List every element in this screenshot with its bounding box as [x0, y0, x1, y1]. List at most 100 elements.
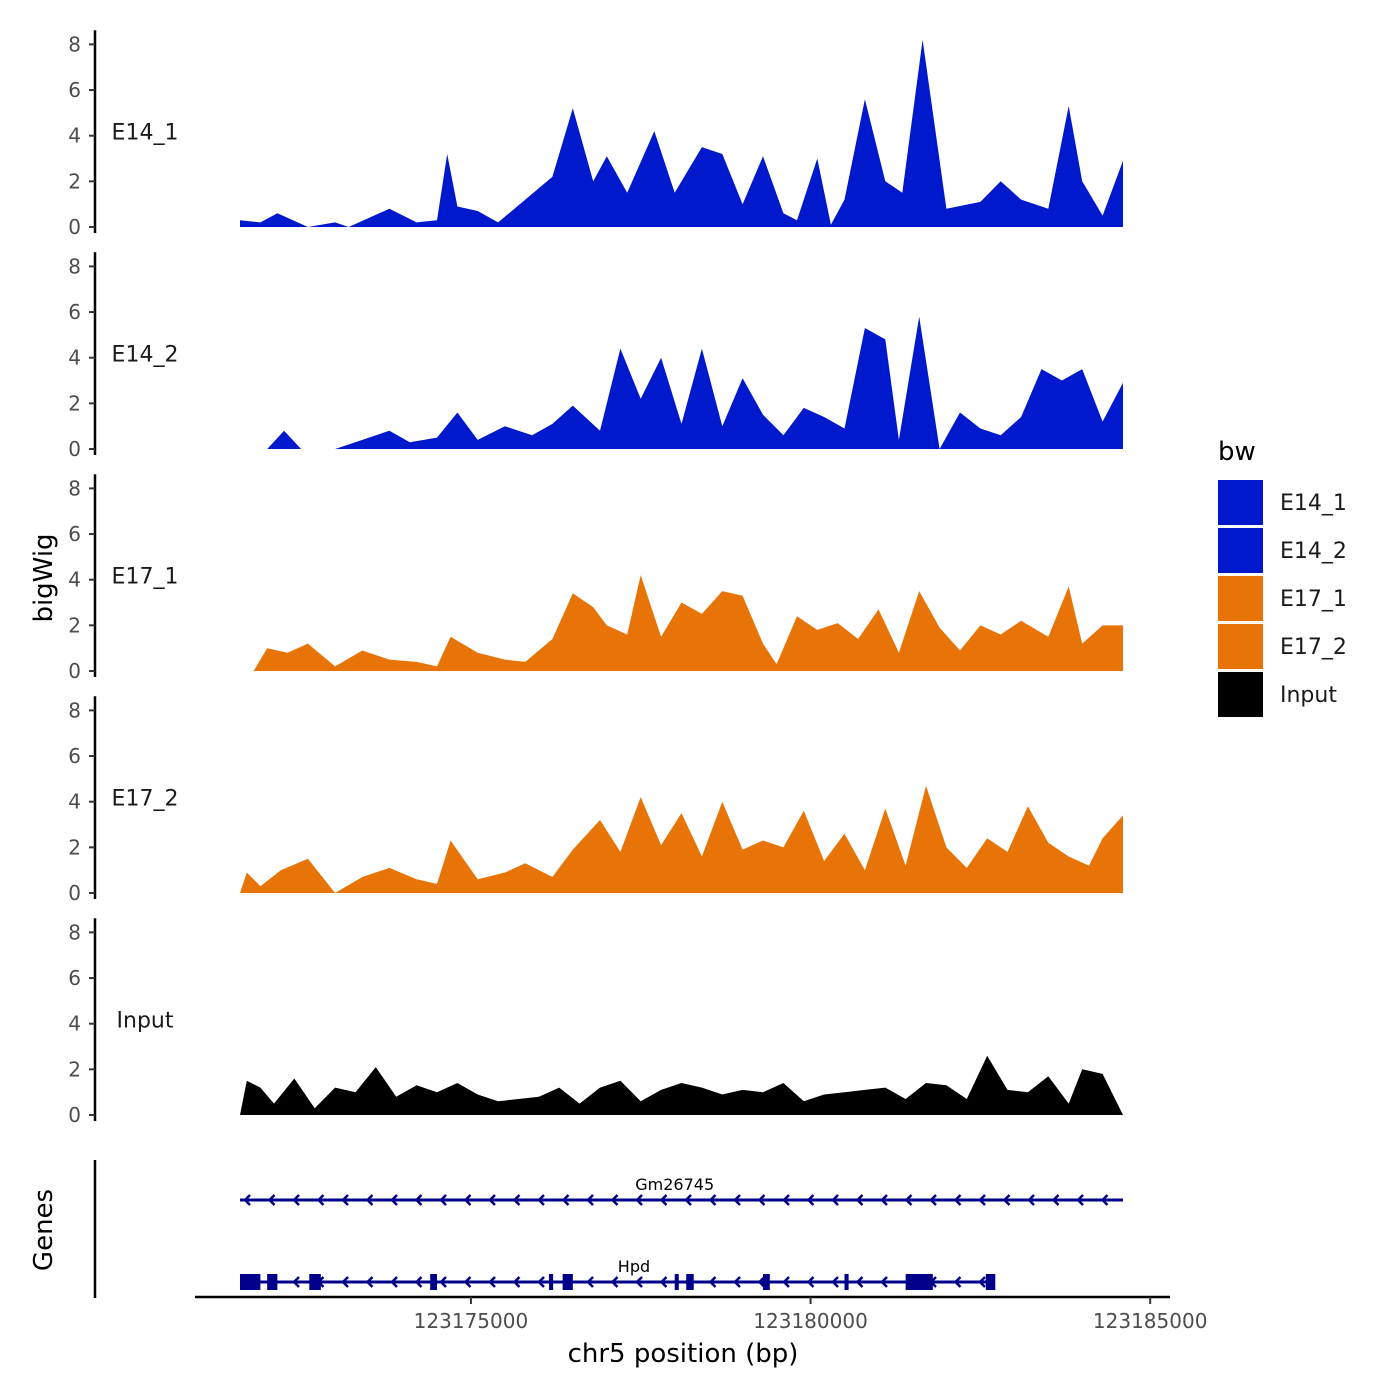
genes-axis-title: Genes: [29, 1189, 59, 1271]
exon: [430, 1274, 437, 1290]
track-E17_1: 0 2 4 6 8 E17_1: [68, 474, 1123, 683]
track-label-Input: Input: [117, 1009, 174, 1034]
exon: [905, 1274, 933, 1290]
strand-arrow: [439, 1276, 447, 1288]
track-label-E14_1: E14_1: [112, 121, 179, 146]
strand-arrow: [512, 1276, 521, 1288]
exon: [549, 1274, 554, 1290]
strand-arrow: [586, 1276, 594, 1288]
area-E17_1: [240, 575, 1123, 671]
y-tick-label: 8: [68, 254, 81, 278]
legend: E14_1 E14_2 E17_1 E17_2 Input: [1218, 480, 1347, 717]
exon: [985, 1274, 996, 1290]
y-tick-label: 2: [68, 835, 81, 859]
strand-arrow: [341, 1194, 349, 1206]
y-tick-label: 6: [68, 78, 81, 102]
y-tick-label: 4: [68, 1012, 81, 1036]
strand-arrow: [880, 1194, 888, 1206]
exon: [562, 1274, 573, 1290]
area-E17_2: [240, 785, 1123, 893]
area-E14_1: [240, 39, 1123, 227]
strand-arrow: [708, 1194, 717, 1206]
strand-arrow: [512, 1194, 521, 1206]
y-tick-label: 0: [68, 881, 81, 905]
x-axis: 123175000 123180000 123185000: [195, 1295, 1208, 1333]
strand-arrow: [733, 1276, 741, 1288]
strand-arrow: [1051, 1194, 1060, 1206]
y-axis-title: bigWig: [29, 533, 59, 622]
x-tick-label: 123180000: [753, 1309, 868, 1333]
y-tick-label: 6: [68, 300, 81, 324]
y-tick-label: 0: [68, 437, 81, 461]
y-tick-label: 8: [68, 698, 81, 722]
area-Input: [240, 1055, 1123, 1115]
strand-arrow: [953, 1194, 962, 1206]
legend-title: bw: [1218, 437, 1256, 467]
exon: [844, 1274, 849, 1290]
strand-arrow: [831, 1276, 839, 1288]
y-tick-label: 6: [68, 522, 81, 546]
strand-arrow: [855, 1194, 864, 1206]
legend-swatch: [1218, 528, 1263, 573]
gene-Hpd: Hpd: [240, 1257, 996, 1290]
legend-swatch: [1218, 576, 1263, 621]
strand-arrow: [684, 1194, 692, 1206]
y-tick-label: 4: [68, 346, 81, 370]
strand-arrow: [292, 1194, 300, 1206]
legend-label: E17_1: [1280, 587, 1347, 612]
y-tick-label: 2: [68, 169, 81, 193]
track-label-E17_2: E17_2: [112, 787, 179, 812]
legend-label: E14_1: [1280, 491, 1347, 516]
strand-arrow: [831, 1194, 839, 1206]
legend-swatch: [1218, 480, 1263, 525]
legend-swatch: [1218, 624, 1263, 669]
strand-arrow: [782, 1276, 790, 1288]
strand-arrow: [586, 1194, 594, 1206]
y-tick-label: 2: [68, 613, 81, 637]
strand-arrow: [659, 1276, 668, 1288]
y-tick-label: 4: [68, 790, 81, 814]
legend-label: Input: [1280, 683, 1337, 708]
strand-arrow: [708, 1276, 717, 1288]
x-tick-label: 123185000: [1093, 1309, 1208, 1333]
gene-Gm26745: Gm26745: [240, 1175, 1123, 1206]
y-tick-label: 2: [68, 1057, 81, 1081]
track-label-E17_1: E17_1: [112, 565, 179, 590]
strand-arrow: [806, 1276, 815, 1288]
strand-arrow: [635, 1194, 643, 1206]
strand-arrow: [1100, 1194, 1109, 1206]
legend-swatch: [1218, 672, 1263, 717]
x-tick-label: 123175000: [414, 1309, 529, 1333]
strand-arrow: [365, 1276, 374, 1288]
y-tick-label: 0: [68, 1103, 81, 1127]
strand-arrow: [537, 1194, 545, 1206]
strand-arrow: [1027, 1194, 1035, 1206]
strand-arrow: [243, 1194, 251, 1206]
strand-arrow: [1076, 1194, 1084, 1206]
strand-arrow: [316, 1194, 325, 1206]
y-tick-label: 8: [68, 920, 81, 944]
strand-arrow: [463, 1194, 472, 1206]
y-tick-label: 2: [68, 391, 81, 415]
strand-arrow: [757, 1194, 766, 1206]
strand-arrow: [561, 1194, 570, 1206]
exon: [309, 1274, 321, 1290]
exon: [763, 1274, 770, 1290]
strand-arrow: [880, 1276, 888, 1288]
gene-track: Gm26745 Hpd: [93, 1160, 1123, 1298]
track-E14_1: 0 2 4 6 8 E14_1: [68, 30, 1123, 239]
strand-arrow: [635, 1276, 643, 1288]
strand-arrow: [1002, 1194, 1011, 1206]
strand-arrow: [414, 1276, 423, 1288]
exon: [686, 1274, 694, 1290]
tracks: 0 2 4 6 8 E14_1 0 2 4 6 8 E14_2 0 2 4 6 8 E17_1 0 2 4 6 8 E17_2…: [68, 30, 1123, 1127]
legend-label: E14_2: [1280, 539, 1347, 564]
exon: [674, 1274, 679, 1290]
strand-arrow: [365, 1194, 374, 1206]
y-tick-label: 6: [68, 966, 81, 990]
strand-arrow: [439, 1194, 447, 1206]
y-tick-label: 0: [68, 659, 81, 683]
exon: [267, 1274, 278, 1290]
strand-arrow: [610, 1276, 619, 1288]
